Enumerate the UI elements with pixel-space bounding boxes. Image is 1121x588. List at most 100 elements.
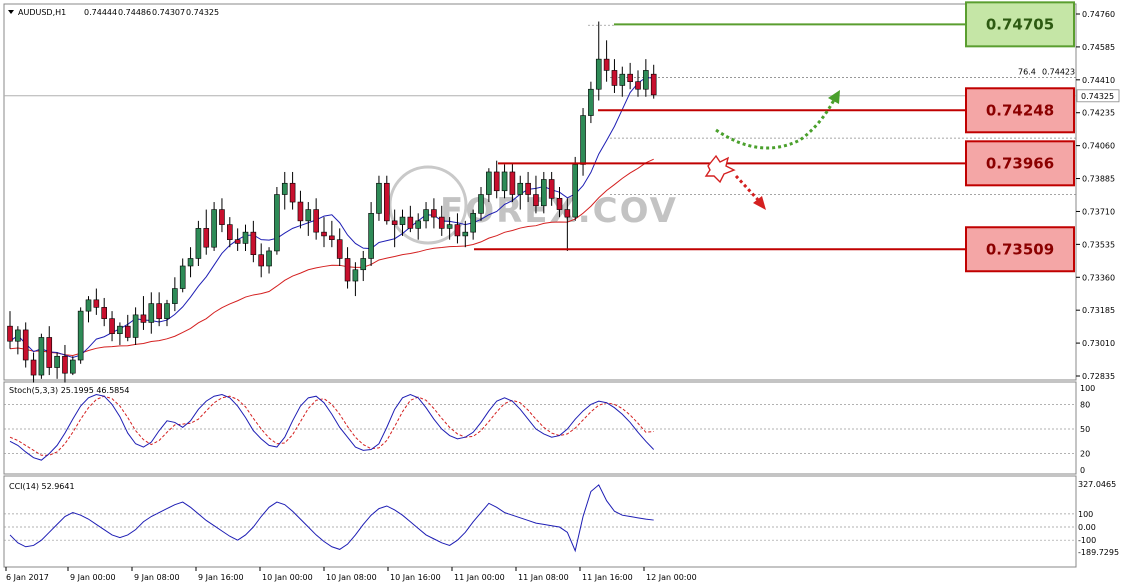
cci-tick-label: -189.7295 bbox=[1078, 548, 1119, 557]
candle-bear bbox=[30, 359, 37, 376]
price-tick-label: 0.73010 bbox=[1082, 339, 1115, 348]
level-box-support bbox=[965, 140, 1075, 187]
time-tick-label: 12 Jan 00:00 bbox=[646, 573, 697, 582]
candle-bear bbox=[109, 318, 115, 334]
candle-bear bbox=[493, 171, 500, 192]
price-tick-label: 0.73535 bbox=[1082, 240, 1115, 249]
candle-bear bbox=[289, 182, 296, 203]
price-tick-label: 0.74410 bbox=[1082, 76, 1115, 85]
cci-tick-label: 100 bbox=[1078, 510, 1093, 519]
candle-bull bbox=[117, 325, 123, 334]
candle-bear bbox=[329, 235, 335, 240]
candle-bear bbox=[156, 303, 162, 319]
price-tick-label: 0.72835 bbox=[1082, 372, 1115, 381]
price-tick-label: 0.74760 bbox=[1082, 10, 1115, 19]
candle-bear bbox=[46, 337, 53, 368]
stoch-signal-line bbox=[9, 395, 654, 456]
price-layer bbox=[4, 1, 1076, 383]
price-tick-label: 0.74235 bbox=[1082, 109, 1115, 118]
candle-bear bbox=[635, 81, 641, 90]
candle-bull bbox=[517, 182, 524, 195]
candle-bull bbox=[368, 213, 374, 259]
candle-bull bbox=[423, 209, 429, 222]
cci-tick-label: 0.00 bbox=[1078, 523, 1096, 532]
candle-bear bbox=[407, 216, 414, 229]
candle-bull bbox=[540, 179, 547, 207]
bullish-arrow-path bbox=[715, 95, 838, 150]
stoch-label: Stoch(5,3,3) 25.1995 46.5854 bbox=[9, 386, 129, 395]
stoch-tick-label: 0 bbox=[1080, 466, 1085, 475]
candle-bear bbox=[454, 224, 461, 237]
candle-bull bbox=[595, 58, 602, 90]
candle-bull bbox=[274, 194, 280, 252]
candle-bull bbox=[643, 70, 649, 90]
stoch-tick-label: 50 bbox=[1080, 425, 1090, 434]
price-tick-label: 0.73885 bbox=[1082, 175, 1115, 184]
bullish-arrow-head-icon bbox=[828, 90, 840, 104]
stoch-layer bbox=[4, 394, 1076, 461]
time-tick-label: 11 Jan 08:00 bbox=[518, 573, 569, 582]
candle-bull bbox=[187, 258, 194, 267]
candle-bear bbox=[62, 355, 68, 374]
time-tick-label: 6 Jan 2017 bbox=[6, 573, 49, 582]
candle-bear bbox=[383, 182, 390, 222]
candle-bull bbox=[305, 209, 312, 222]
candle-bull bbox=[242, 231, 249, 244]
candle-bear bbox=[203, 228, 210, 248]
level-box-support bbox=[965, 87, 1075, 134]
fib-value: 0.74423 bbox=[1042, 67, 1075, 76]
candle-bull bbox=[619, 73, 626, 86]
candle-bull bbox=[15, 329, 21, 342]
candle-bull bbox=[360, 258, 367, 271]
current-price-value: 0.74325 bbox=[1081, 92, 1114, 101]
candle-bull bbox=[446, 224, 453, 229]
candle-bull bbox=[148, 303, 155, 323]
time-tick-label: 11 Jan 00:00 bbox=[454, 573, 505, 582]
cci-tick-label: -100 bbox=[1078, 536, 1096, 545]
candle-bear bbox=[650, 73, 657, 96]
candle-bull bbox=[85, 299, 92, 312]
time-tick-label: 10 Jan 00:00 bbox=[262, 573, 313, 582]
price-tick-label: 0.74060 bbox=[1082, 142, 1115, 151]
candle-bull bbox=[211, 209, 217, 248]
collapse-triangle-icon[interactable] bbox=[8, 10, 14, 14]
ohlc-high: 0.74486 bbox=[118, 8, 151, 17]
cci-tick-label: 327.0465 bbox=[1078, 480, 1116, 489]
candle-bear bbox=[93, 299, 100, 308]
candle-bull bbox=[164, 303, 170, 319]
candle-bull bbox=[572, 164, 579, 218]
price-tick-label: 0.73710 bbox=[1082, 207, 1115, 216]
candle-bear bbox=[234, 239, 241, 244]
candle-bear bbox=[258, 254, 265, 267]
candle-bull bbox=[266, 250, 272, 267]
price-panel-frame bbox=[3, 3, 1077, 381]
candle-bear bbox=[627, 73, 633, 82]
time-tick-label: 11 Jan 16:00 bbox=[582, 573, 633, 582]
cci-label: CCI(14) 52.9641 bbox=[9, 482, 75, 491]
stoch-tick-label: 80 bbox=[1080, 400, 1090, 409]
stoch-main-line bbox=[9, 394, 655, 461]
level-box-value: 0.74705 bbox=[986, 15, 1054, 33]
price-tick-label: 0.73360 bbox=[1082, 273, 1115, 282]
candle-bear bbox=[101, 307, 107, 319]
time-tick-label: 9 Jan 16:00 bbox=[198, 573, 244, 582]
candle-bull bbox=[478, 194, 484, 214]
candle-bull bbox=[38, 337, 45, 376]
candle-bear bbox=[611, 70, 618, 86]
stoch-panel-frame bbox=[3, 381, 1077, 475]
candle-bull bbox=[462, 231, 469, 237]
candle-bear bbox=[297, 201, 304, 222]
cci-line bbox=[9, 484, 654, 553]
candle-bear bbox=[438, 216, 445, 229]
candle-bull bbox=[399, 216, 406, 225]
candle-bull bbox=[376, 182, 382, 214]
candle-bear bbox=[603, 58, 610, 71]
current-price-tag bbox=[1076, 89, 1120, 103]
candle-bull bbox=[415, 220, 422, 229]
price-tick-label: 0.74585 bbox=[1082, 43, 1115, 52]
candle-bear bbox=[344, 258, 351, 282]
candle-bull bbox=[470, 213, 476, 233]
candle-bull bbox=[179, 265, 186, 289]
candle-bear bbox=[556, 197, 563, 210]
